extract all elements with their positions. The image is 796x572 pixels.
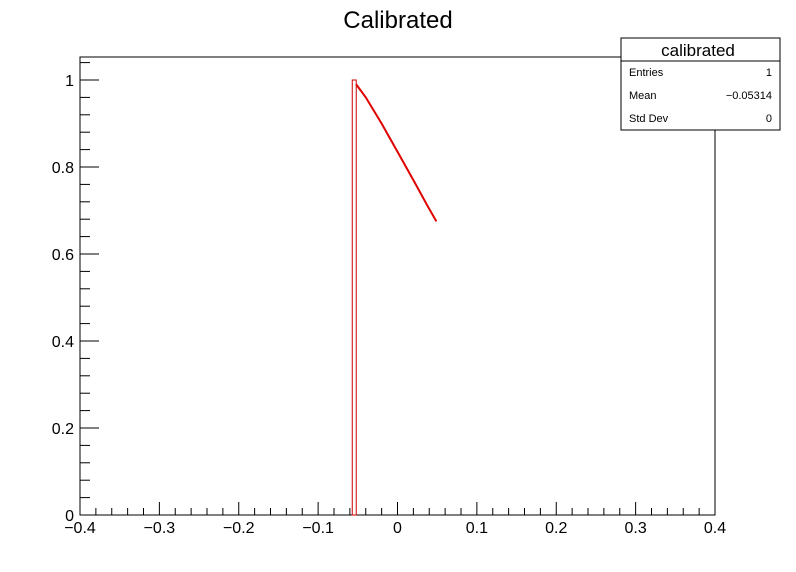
histogram-bin — [351, 79, 357, 516]
stat-stddev-value: 0 — [766, 113, 772, 125]
fit-curve — [355, 83, 438, 222]
x-tick-label: −0.2 — [223, 520, 255, 537]
x-tick-label: −0.3 — [144, 520, 176, 537]
stats-box-title: calibrated — [661, 41, 735, 60]
y-tick-label: 0.6 — [52, 247, 74, 264]
plot-frame — [79, 56, 716, 516]
x-tick-label: −0.1 — [302, 520, 334, 537]
stat-mean-value: −0.05314 — [726, 90, 772, 102]
x-tick-label: 0.3 — [625, 520, 647, 537]
stat-entries-value: 1 — [766, 67, 772, 79]
stats-box: calibrated Entries 1 Mean −0.05314 Std D… — [620, 37, 781, 131]
stats-box-frame — [620, 37, 781, 131]
y-tick-label: 0 — [65, 508, 74, 525]
y-tick-label: 0.8 — [52, 160, 74, 177]
y-tick-label: 0.4 — [52, 334, 74, 351]
x-tick-label: 0.2 — [545, 520, 567, 537]
stat-entries-label: Entries — [629, 67, 664, 79]
y-tick-label: 0.2 — [52, 421, 74, 438]
x-tick-label: 0 — [393, 520, 402, 537]
stat-stddev-label: Std Dev — [629, 113, 669, 125]
chart-title: Calibrated — [343, 7, 452, 34]
stat-mean-label: Mean — [629, 90, 657, 102]
y-tick-label: 1 — [65, 73, 74, 90]
x-tick-label: −0.4 — [64, 520, 96, 537]
x-tick-label: 0.4 — [704, 520, 726, 537]
x-tick-label: 0.1 — [466, 520, 488, 537]
